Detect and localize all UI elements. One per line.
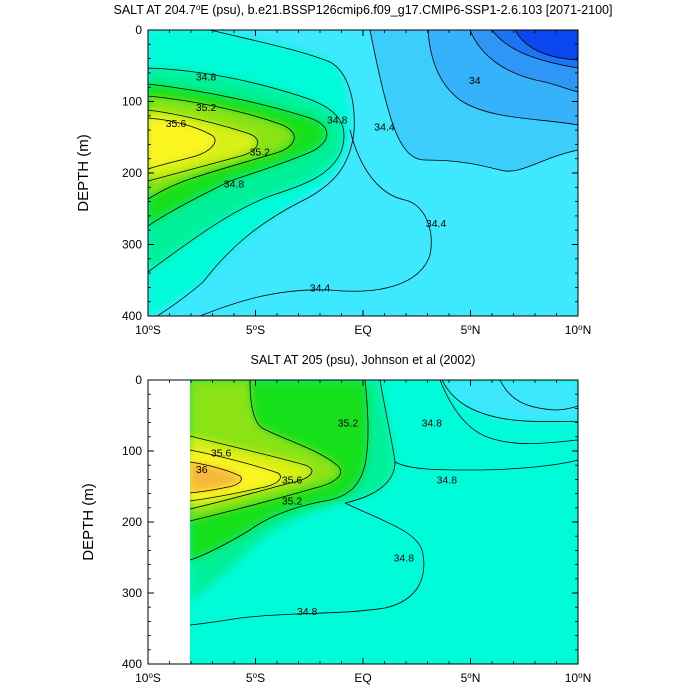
top-axes: 10oS 5oS EQ 5oN 10oN 0 100 200 300 400 xyxy=(122,23,591,337)
bottom-ytick-label: 100 xyxy=(122,444,142,458)
bottom-contour-label: 34.8 xyxy=(437,474,458,486)
bottom-panel: SALT AT 205 (psu), Johnson et al (2002) xyxy=(80,353,591,685)
bottom-ytick-label: 0 xyxy=(135,373,142,387)
bottom-panel-title: SALT AT 205 (psu), Johnson et al (2002) xyxy=(251,353,476,367)
top-ytick-label: 0 xyxy=(135,23,142,37)
top-xtick-label: EQ xyxy=(354,323,371,337)
bottom-salinity-field xyxy=(190,380,578,664)
bottom-fill-36 xyxy=(190,462,241,492)
bottom-contour-label: 34.8 xyxy=(394,553,415,565)
bottom-contour-label: 35.2 xyxy=(282,496,303,508)
top-fill-35.6 xyxy=(148,118,215,168)
bottom-contour-label: 35.6 xyxy=(282,474,303,486)
bottom-contour-label: 36 xyxy=(196,464,208,476)
top-contour-label: 34.4 xyxy=(374,122,395,134)
top-xtick-label: 5oS xyxy=(246,323,265,338)
top-ytick-label: 400 xyxy=(122,309,142,323)
bottom-contour-label: 35.6 xyxy=(211,447,232,459)
top-salinity-field xyxy=(148,30,578,316)
bottom-contour-label: 34.8 xyxy=(297,606,318,618)
top-xtick-label: 10oS xyxy=(135,323,161,338)
bottom-contour-lines xyxy=(190,380,578,626)
bottom-ytick-label: 300 xyxy=(122,586,142,600)
top-contour-label: 35.6 xyxy=(166,118,187,130)
bottom-ytick-label: 400 xyxy=(122,657,142,671)
top-contour-label: 35.2 xyxy=(196,102,217,114)
bottom-fill-34.6 xyxy=(442,380,578,422)
bottom-xtick-label: 5oS xyxy=(246,671,265,686)
top-ytick-label: 100 xyxy=(122,95,142,109)
top-panel-title: SALT AT 204.7oE (psu), b.e21.BSSP126cmip… xyxy=(114,3,613,18)
top-contour-lines xyxy=(148,30,578,316)
top-contour-label: 34.8 xyxy=(327,114,348,126)
bottom-contour-label: 35.2 xyxy=(338,418,359,430)
top-xtick-label: 5oN xyxy=(461,323,481,338)
top-panel: SALT AT 204.7oE (psu), b.e21.BSSP126cmip… xyxy=(75,3,612,338)
top-contour-label: 34.8 xyxy=(224,179,245,191)
top-contour-label: 34 xyxy=(469,75,481,87)
bottom-xtick-label: 10oS xyxy=(135,671,161,686)
top-contour-label: 34.8 xyxy=(196,71,217,83)
top-ytick-label: 300 xyxy=(122,238,142,252)
top-contour-label: 34.4 xyxy=(310,282,331,294)
top-contour-label: 35.2 xyxy=(250,147,271,159)
bottom-axes: 10oS 5oS EQ 5oN 10oN 0 100 200 300 400 xyxy=(122,373,591,685)
top-fill-33.4 xyxy=(515,30,578,60)
bottom-ylabel: DEPTH (m) xyxy=(80,483,97,561)
top-ytick-label: 200 xyxy=(122,166,142,180)
top-contour-labels: 34.8 35.2 35.6 35.2 34.8 34.8 34.4 34.4 34.4 34 xyxy=(166,71,481,294)
top-ylabel: DEPTH (m) xyxy=(75,134,92,212)
bottom-ytick-label: 200 xyxy=(122,515,142,529)
top-xtick-label: 10oN xyxy=(565,323,591,338)
bottom-xtick-label: 10oN xyxy=(565,671,591,686)
bottom-xtick-label: EQ xyxy=(354,671,371,685)
bottom-contour-label: 34.8 xyxy=(422,418,443,430)
bottom-xtick-label: 5oN xyxy=(461,671,481,686)
top-contour-label: 34.4 xyxy=(426,218,447,230)
